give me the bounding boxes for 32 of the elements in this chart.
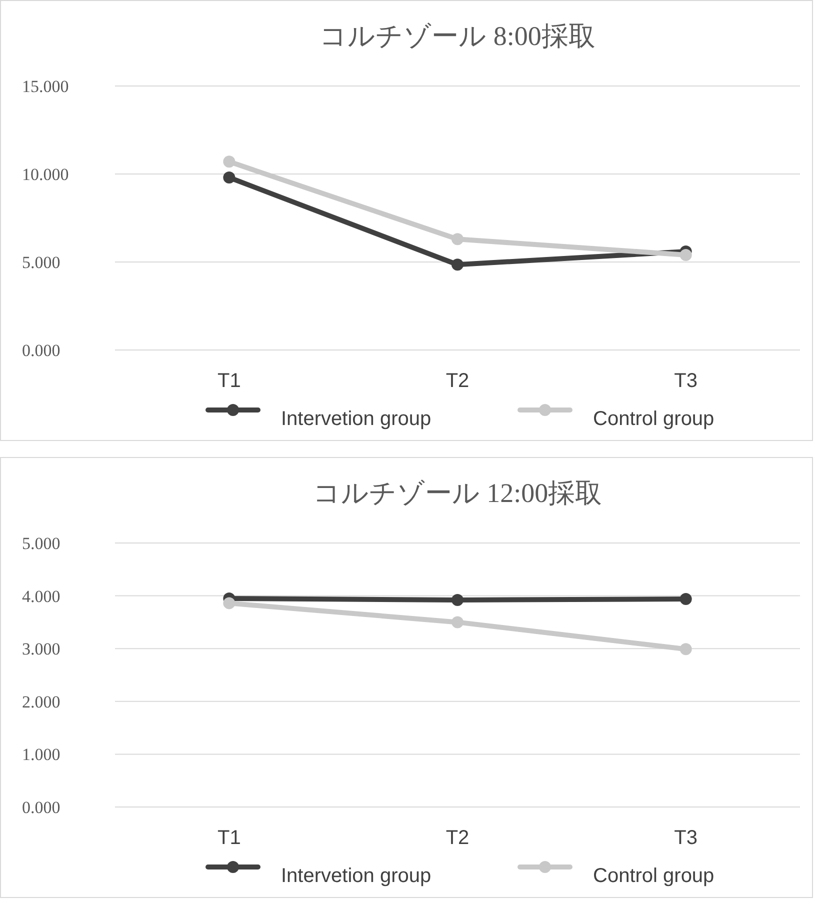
legend-label: Control group [593, 408, 714, 430]
y-tick-label: 5.000 [22, 253, 60, 272]
point [223, 597, 236, 610]
y-tick-label: 3.000 [22, 640, 60, 659]
y-tick-label: 10.000 [22, 165, 69, 184]
x-tick-label: T3 [674, 370, 698, 392]
legend-label: Control group [593, 865, 714, 887]
x-tick-label: T1 [217, 370, 241, 392]
y-tick-label: 2.000 [22, 692, 60, 712]
point [680, 248, 692, 261]
y-tick-label: 1.000 [22, 745, 60, 764]
point [452, 594, 464, 606]
chart-title: コルチゾール 12:00採取 [312, 478, 602, 508]
legend-label: Intervetion group [281, 865, 432, 887]
x-tick-label: T2 [446, 827, 470, 849]
y-tick-label: 4.000 [22, 586, 60, 606]
y-tick-label: 0.000 [22, 341, 60, 360]
chart-title: コルチゾール 8:00採取 [320, 21, 596, 51]
point [452, 258, 464, 271]
point [223, 156, 236, 168]
point [452, 616, 464, 628]
x-tick-label: T1 [217, 827, 241, 849]
point [223, 172, 236, 184]
point [452, 233, 464, 246]
point [680, 592, 692, 605]
y-tick-label: 0.000 [22, 798, 60, 817]
point [680, 643, 692, 656]
x-tick-label: T3 [674, 827, 698, 849]
y-tick-label: 15.000 [22, 77, 69, 96]
x-tick-label: T2 [446, 370, 470, 392]
y-tick-label: 5.000 [22, 534, 60, 553]
legend-label: Intervetion group [281, 408, 432, 430]
